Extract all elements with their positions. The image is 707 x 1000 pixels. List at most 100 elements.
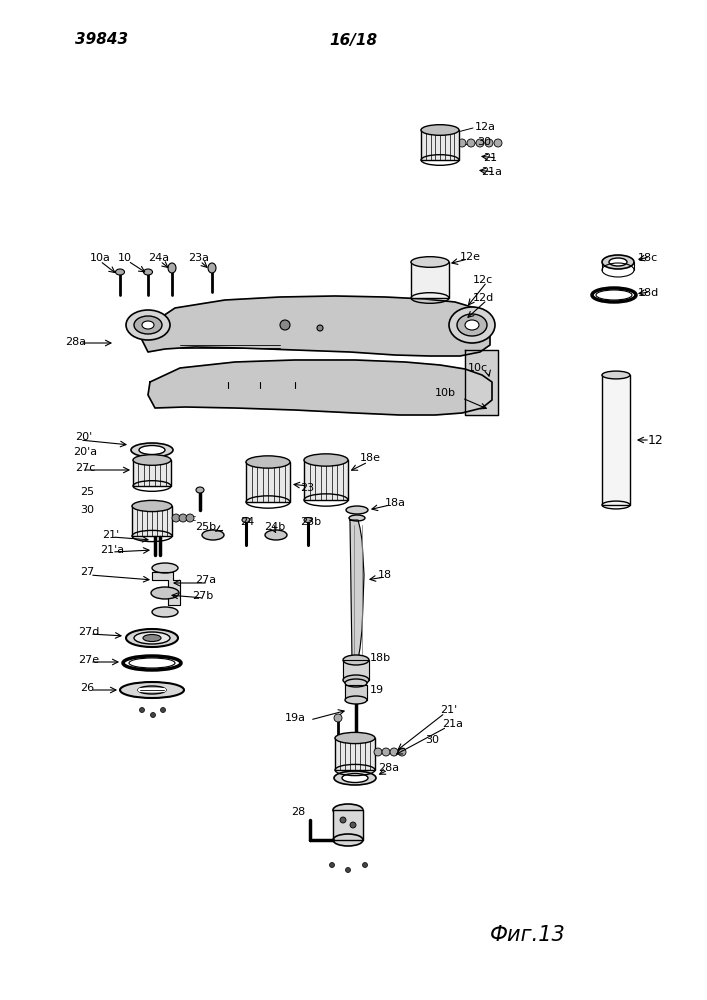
- Circle shape: [458, 139, 466, 147]
- Ellipse shape: [342, 774, 368, 782]
- Text: 18b: 18b: [370, 653, 391, 663]
- Text: 27: 27: [80, 567, 94, 577]
- Text: 27c: 27c: [75, 463, 95, 473]
- Text: 19a: 19a: [285, 713, 306, 723]
- Text: 21: 21: [483, 153, 497, 163]
- Ellipse shape: [138, 686, 166, 694]
- Ellipse shape: [333, 834, 363, 846]
- Polygon shape: [152, 572, 180, 605]
- Ellipse shape: [144, 269, 153, 275]
- Polygon shape: [148, 360, 492, 415]
- Circle shape: [467, 139, 475, 147]
- Text: 39843: 39843: [75, 32, 128, 47]
- Polygon shape: [333, 810, 363, 840]
- Text: 12c: 12c: [473, 275, 493, 285]
- Ellipse shape: [335, 732, 375, 744]
- Circle shape: [139, 708, 144, 712]
- Ellipse shape: [349, 515, 365, 521]
- Ellipse shape: [120, 682, 184, 698]
- Ellipse shape: [421, 125, 459, 135]
- Ellipse shape: [602, 255, 634, 269]
- Polygon shape: [345, 685, 367, 700]
- Ellipse shape: [126, 310, 170, 340]
- Ellipse shape: [152, 607, 178, 617]
- Text: 18d: 18d: [638, 288, 659, 298]
- Text: 10a: 10a: [90, 253, 111, 263]
- Circle shape: [317, 325, 323, 331]
- Ellipse shape: [242, 518, 250, 522]
- Text: 23a: 23a: [188, 253, 209, 263]
- Text: 10: 10: [118, 253, 132, 263]
- Circle shape: [160, 708, 165, 712]
- Ellipse shape: [152, 563, 178, 573]
- Ellipse shape: [168, 263, 176, 273]
- Circle shape: [329, 862, 334, 867]
- Circle shape: [346, 867, 351, 872]
- Ellipse shape: [457, 314, 487, 336]
- Ellipse shape: [132, 500, 172, 512]
- Ellipse shape: [202, 530, 224, 540]
- Ellipse shape: [343, 655, 369, 665]
- Ellipse shape: [131, 443, 173, 457]
- Text: 21a: 21a: [442, 719, 463, 729]
- Ellipse shape: [345, 696, 367, 704]
- Ellipse shape: [139, 446, 165, 454]
- Polygon shape: [602, 375, 630, 505]
- Text: 24a: 24a: [148, 253, 169, 263]
- Text: 20'a: 20'a: [73, 447, 97, 457]
- Ellipse shape: [134, 316, 162, 334]
- Ellipse shape: [133, 455, 171, 465]
- Polygon shape: [304, 460, 348, 500]
- Text: 12e: 12e: [460, 252, 481, 262]
- Text: 10c: 10c: [468, 363, 488, 373]
- Text: 30: 30: [80, 505, 94, 515]
- Circle shape: [179, 514, 187, 522]
- Ellipse shape: [208, 263, 216, 273]
- Text: 21': 21': [102, 530, 119, 540]
- Text: 27b: 27b: [192, 591, 214, 601]
- Ellipse shape: [115, 269, 124, 275]
- Text: 28a: 28a: [378, 763, 399, 773]
- Circle shape: [374, 748, 382, 756]
- Ellipse shape: [151, 587, 179, 599]
- Text: 21': 21': [440, 705, 457, 715]
- Text: 21'a: 21'a: [100, 545, 124, 555]
- Text: 27a: 27a: [195, 575, 216, 585]
- Circle shape: [398, 748, 406, 756]
- Polygon shape: [343, 660, 369, 680]
- Text: 28: 28: [291, 807, 305, 817]
- Ellipse shape: [609, 258, 627, 266]
- Text: 28a: 28a: [65, 337, 86, 347]
- Ellipse shape: [346, 506, 368, 514]
- Text: 10b: 10b: [435, 388, 456, 398]
- Text: 16/18: 16/18: [329, 32, 377, 47]
- Text: 30: 30: [425, 735, 439, 745]
- Polygon shape: [142, 296, 490, 356]
- Ellipse shape: [126, 629, 178, 647]
- Text: 23b: 23b: [300, 517, 321, 527]
- Ellipse shape: [449, 307, 495, 343]
- Circle shape: [390, 748, 398, 756]
- Text: 19: 19: [370, 685, 384, 695]
- Ellipse shape: [143, 635, 161, 642]
- Text: 21a: 21a: [481, 167, 502, 177]
- Text: Фиг.13: Фиг.13: [490, 925, 566, 945]
- Circle shape: [334, 714, 342, 722]
- Text: 20': 20': [75, 432, 92, 442]
- Circle shape: [186, 514, 194, 522]
- Ellipse shape: [333, 804, 363, 816]
- Circle shape: [151, 712, 156, 718]
- Circle shape: [485, 139, 493, 147]
- Text: 25b: 25b: [195, 522, 216, 532]
- Ellipse shape: [304, 454, 348, 466]
- Text: 27e: 27e: [78, 655, 99, 665]
- Ellipse shape: [304, 518, 312, 522]
- Text: 26: 26: [80, 683, 94, 693]
- Text: 12a: 12a: [475, 122, 496, 132]
- Ellipse shape: [196, 487, 204, 493]
- Text: 18e: 18e: [360, 453, 381, 463]
- Text: 18a: 18a: [385, 498, 406, 508]
- Text: 24b: 24b: [264, 522, 285, 532]
- Ellipse shape: [602, 371, 630, 379]
- Circle shape: [494, 139, 502, 147]
